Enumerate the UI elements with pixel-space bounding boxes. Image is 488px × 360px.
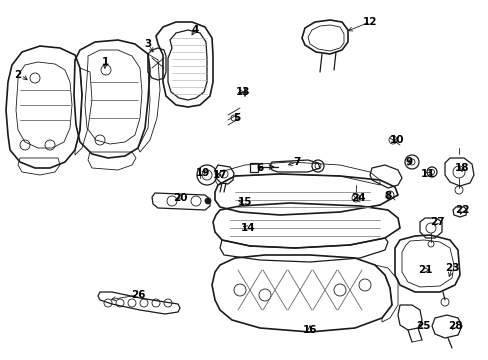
Text: 5: 5	[233, 113, 240, 123]
Text: 13: 13	[235, 87, 250, 97]
Text: 16: 16	[302, 325, 317, 335]
Text: 26: 26	[130, 290, 145, 300]
Text: 10: 10	[389, 135, 404, 145]
Text: 22: 22	[454, 205, 468, 215]
Text: 7: 7	[293, 157, 300, 167]
Text: 8: 8	[384, 191, 391, 201]
Text: 18: 18	[454, 163, 468, 173]
Text: 24: 24	[350, 193, 365, 203]
Text: 20: 20	[172, 193, 187, 203]
Text: 2: 2	[14, 70, 21, 80]
Text: 15: 15	[237, 197, 252, 207]
Text: 12: 12	[362, 17, 376, 27]
Text: 4: 4	[191, 25, 198, 35]
Text: 23: 23	[444, 263, 458, 273]
Circle shape	[204, 198, 210, 204]
Text: 28: 28	[447, 321, 461, 331]
Text: 9: 9	[405, 157, 412, 167]
Text: 21: 21	[417, 265, 431, 275]
Text: 17: 17	[212, 170, 227, 180]
Text: 1: 1	[101, 57, 108, 67]
Text: 14: 14	[240, 223, 255, 233]
Text: 11: 11	[420, 169, 434, 179]
Text: 6: 6	[256, 163, 263, 173]
Text: 25: 25	[415, 321, 429, 331]
Text: 27: 27	[429, 217, 444, 227]
Text: 3: 3	[144, 39, 151, 49]
Text: 19: 19	[195, 168, 210, 178]
